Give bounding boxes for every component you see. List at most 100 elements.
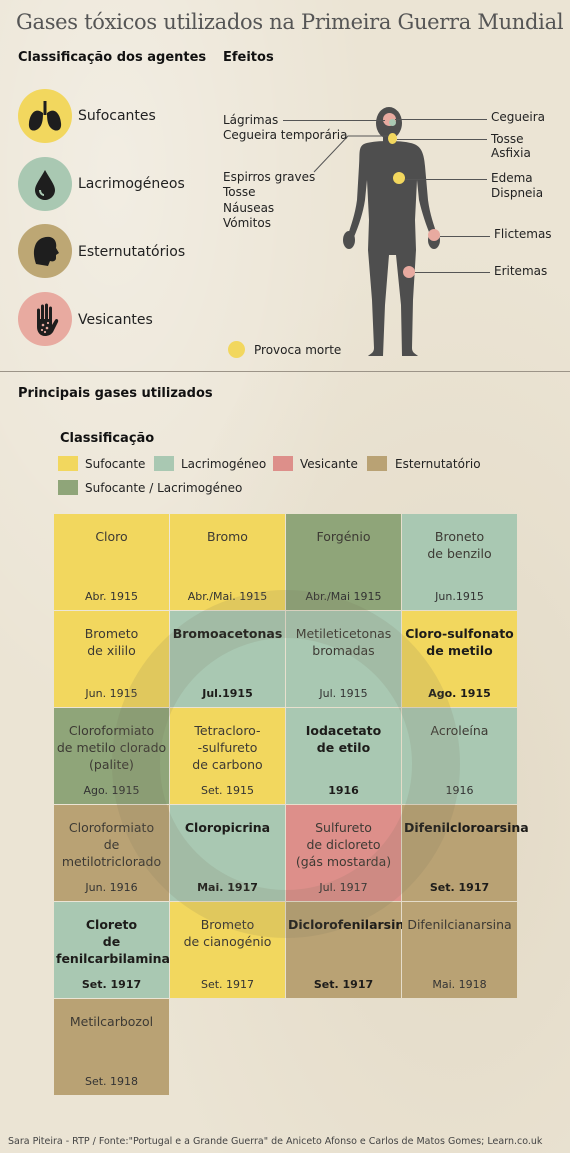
gas-cell: Tetracloro- -sulfureto de carbono Set. 1915 — [170, 708, 285, 804]
gas-name: Diclorofenilarsina — [288, 917, 413, 932]
gas-cell: Sulfureto de dicloreto (gás mostarda) Jul. … — [286, 805, 401, 901]
gas-cell: Cloreto de fenilcarbilamina Set. 1917 — [54, 902, 170, 998]
legend-label-sneeze: Esternutatório — [395, 457, 481, 471]
leader-line-eritemas — [415, 272, 490, 273]
gas-name: Bromo — [207, 529, 248, 544]
gas-date: Set. 1917 — [200, 978, 255, 991]
gas-cell: Iodacetato de etilo 1916 — [286, 708, 401, 804]
gas-date: Set. 1917 — [313, 978, 374, 991]
gas-date: 1916 — [445, 784, 474, 797]
gas-name: Acroleína — [430, 723, 489, 738]
gas-name: Metilcarbozol — [69, 1014, 154, 1029]
gas-name: Difenilcianarsina — [407, 917, 512, 932]
effect-asphyxia: Asfixia — [491, 146, 531, 160]
effect-eritemas: Eritemas — [494, 264, 548, 278]
gas-date: Jul. 1917 — [319, 881, 368, 894]
gas-cell: Difenilcianarsina Mai. 1918 — [402, 902, 517, 998]
page-title: Gases tóxicos utilizados na Primeira Gue… — [16, 10, 564, 34]
legend-swatch-blister — [273, 456, 293, 471]
gas-name: Difenilcloroarsina — [404, 820, 529, 835]
leader-line-cough — [397, 139, 487, 140]
legend-label-blister: Vesicante — [300, 457, 358, 471]
legend-label-suffocating: Sufocante — [85, 457, 146, 471]
gas-date: Set. 1917 — [429, 881, 490, 894]
gas-cell: Cloroformiato de metilotriclorado Jun. 1916 — [54, 805, 169, 901]
gas-date: Mai. 1917 — [197, 881, 258, 894]
gas-cell: Cloropicrina Mai. 1917 — [170, 805, 285, 901]
gas-name: Brometo de xililo — [84, 626, 139, 658]
legend-swatch-suffocating — [58, 456, 78, 471]
gas-cell: Acroleína 1916 — [402, 708, 517, 804]
gas-date: Jul. 1915 — [319, 687, 368, 700]
legend-swatch-tear — [154, 456, 174, 471]
gas-cell: Bromoacetonas Jul.1915 — [170, 611, 285, 707]
gas-cell: Metilcarbozol Set. 1918 — [54, 999, 169, 1095]
legend-swatch-suffocating-tear — [58, 480, 78, 495]
footer-credits: Sara Piteira - RTP / Fonte:"Portugal e a… — [8, 1136, 543, 1147]
gases-grid: Cloro Abr. 1915 Bromo Abr./Mai. 1915 Forgéni… — [54, 514, 529, 1098]
gas-name: Sulfureto de dicloreto (gás mostarda) — [295, 820, 392, 869]
leader-line-flictemas — [440, 236, 490, 237]
blistered-hand-icon — [18, 292, 72, 346]
gas-date: Ago. 1915 — [83, 784, 140, 797]
gas-cell: Broneto de benzilo Jun.1915 — [402, 514, 517, 610]
gas-name: Cloro — [95, 529, 128, 544]
gas-date: Set. 1917 — [81, 978, 142, 991]
gas-cell: Cloroformiato de metilo clorado (palite) Ag… — [54, 708, 169, 804]
gas-date: Ago. 1915 — [428, 687, 491, 700]
head-sneeze-icon — [18, 224, 72, 278]
gas-date: Jun. 1916 — [85, 881, 138, 894]
agent-label-blister: Vesicantes — [78, 312, 153, 328]
agent-label-sneeze: Esternutatórios — [78, 244, 186, 260]
gas-name: Metileticetonas bromadas — [295, 626, 392, 658]
gas-cell: Cloro Abr. 1915 — [54, 514, 169, 610]
leader-line-blindness — [395, 119, 487, 120]
leader-line-tears — [283, 120, 385, 121]
effect-temp-blindness: Cegueira temporária — [223, 128, 348, 142]
effect-sneezing: Espirros graves — [223, 170, 316, 184]
gas-name: Brometo de cianogénio — [183, 917, 272, 949]
gas-name: Cloroformiato de metilotriclorado — [61, 820, 162, 869]
gas-name: Cloreto de fenilcarbilamina — [56, 917, 170, 966]
gas-date: Jul.1915 — [202, 687, 253, 700]
legend-swatch-sneeze — [367, 456, 387, 471]
gas-name: Tetracloro- -sulfureto de carbono — [192, 723, 263, 772]
gas-name: Iodacetato de etilo — [305, 723, 382, 755]
agent-label-tear: Lacrimogéneos — [78, 176, 185, 192]
gas-date: Set. 1915 — [200, 784, 255, 797]
gas-cell: Brometo de cianogénio Set. 1917 — [170, 902, 285, 998]
effects-heading: Efeitos — [223, 50, 274, 65]
skin-marker — [403, 266, 415, 278]
gas-date: Jun.1915 — [435, 590, 484, 603]
gas-cell: Difenilcloroarsina Set. 1917 — [402, 805, 529, 901]
legend-label-suffocating-tear: Sufocante / Lacrimogéneo — [85, 481, 243, 495]
hand-blister-marker — [428, 229, 440, 241]
gas-name: Cloro-sulfonato de metilo — [405, 626, 514, 658]
legend-label-tear: Lacrimogéneo — [181, 457, 267, 471]
gas-cell: Metileticetonas bromadas Jul. 1915 — [286, 611, 401, 707]
effect-edema: Edema — [491, 171, 533, 185]
gases-heading: Principais gases utilizados — [18, 386, 213, 401]
gas-cell: Brometo de xililo Jun. 1915 — [54, 611, 169, 707]
effect-dyspnea: Dispneia — [491, 186, 544, 200]
tear-drop-icon — [18, 157, 72, 211]
gas-cell: Cloro-sulfonato de metilo Ago. 1915 — [402, 611, 517, 707]
eye-tear-marker — [389, 119, 396, 126]
gas-name: Forgénio — [316, 529, 371, 544]
leader-line-sneeze — [313, 135, 388, 173]
fatal-legend-label: Provoca morte — [254, 343, 342, 357]
effect-blindness: Cegueira — [491, 110, 545, 124]
effect-nausea: Náuseas — [223, 201, 275, 215]
gas-name: Broneto de benzilo — [427, 529, 492, 561]
gas-date: Set. 1918 — [84, 1075, 139, 1088]
gas-name: Bromoacetonas — [172, 626, 283, 641]
effect-cough-right: Tosse — [491, 132, 524, 146]
lungs-marker — [393, 172, 405, 184]
gas-date: Abr./Mai. 1915 — [187, 590, 268, 603]
gas-name: Cloropicrina — [184, 820, 271, 835]
gas-name: Cloroformiato de metilo clorado (palite) — [56, 723, 167, 772]
gas-date: 1916 — [328, 784, 359, 797]
throat-marker — [388, 133, 397, 144]
gas-date: Mai. 1918 — [432, 978, 487, 991]
legend-title: Classificação — [60, 431, 155, 446]
